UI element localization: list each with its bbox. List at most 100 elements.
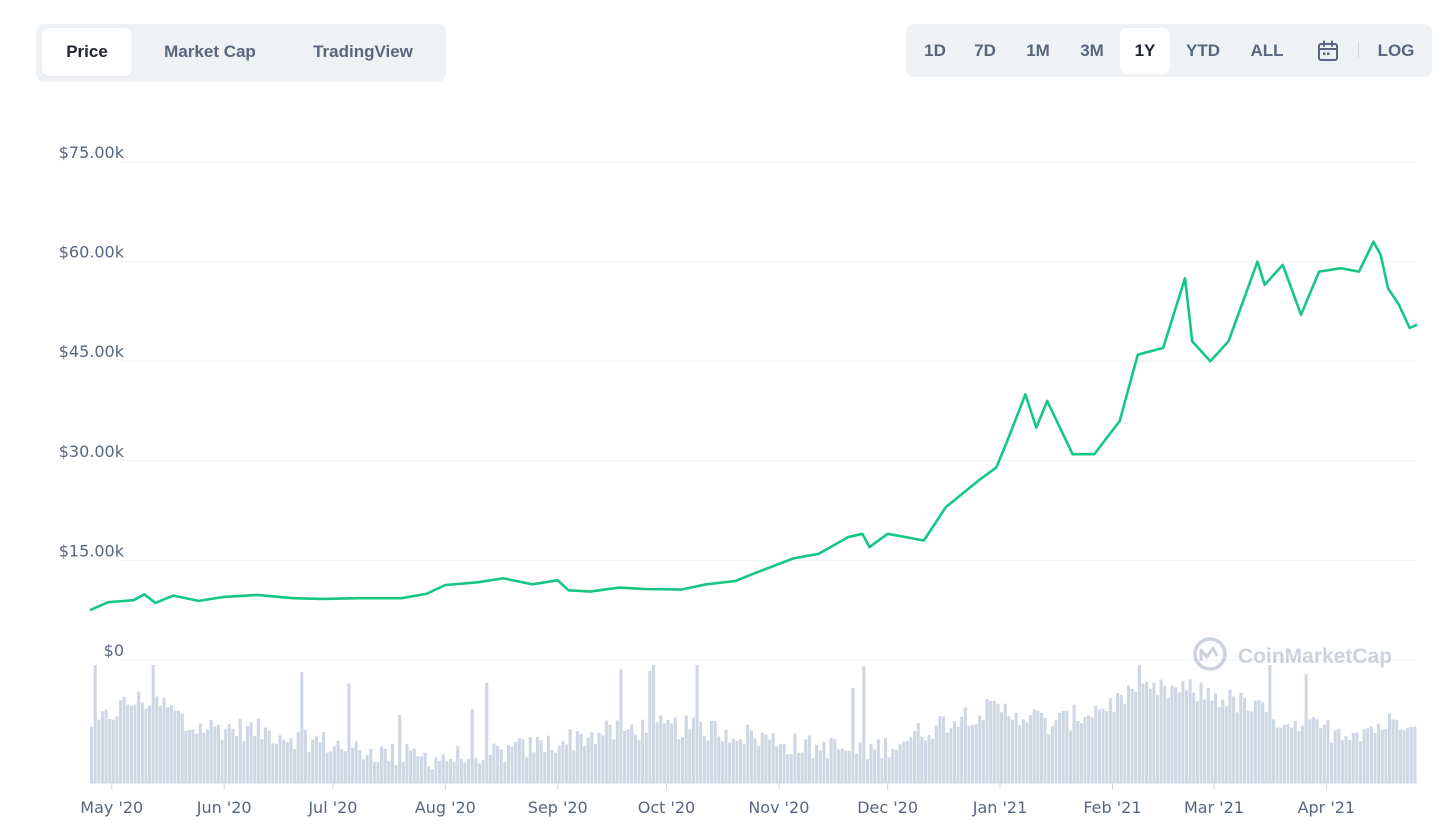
divider xyxy=(1358,42,1359,58)
volume-bar xyxy=(267,730,271,783)
calendar-icon[interactable] xyxy=(1316,39,1340,63)
range-3m-button[interactable]: 3M xyxy=(1080,41,1104,60)
volume-bar xyxy=(514,742,518,783)
volume-bar xyxy=(746,724,750,783)
volume-bar xyxy=(1242,698,1247,783)
volume-bar xyxy=(412,748,416,783)
volume-bar xyxy=(1181,680,1185,783)
volume-bar xyxy=(974,724,978,783)
range-1m-button[interactable]: 1M xyxy=(1026,41,1050,60)
volume-bar xyxy=(1177,692,1181,783)
range-all-button[interactable]: ALL xyxy=(1250,41,1284,60)
volume-bar xyxy=(724,729,728,783)
volume-bar xyxy=(989,700,993,783)
volume-bar xyxy=(488,754,492,783)
volume-bar xyxy=(880,757,884,783)
volume-bar xyxy=(191,729,195,783)
volume-bar xyxy=(728,742,732,783)
volume-bar xyxy=(238,718,242,783)
volume-bar xyxy=(1286,724,1290,783)
y-tick-label: $60.00k xyxy=(59,243,125,262)
volume-bar xyxy=(862,666,866,783)
volume-bar xyxy=(865,759,869,783)
volume-bar xyxy=(481,760,485,783)
volume-bar xyxy=(1351,732,1355,783)
volume-bar xyxy=(597,732,601,783)
volume-bar xyxy=(126,704,130,783)
x-tick-label: Jun '20 xyxy=(196,798,252,817)
tab-tradingview[interactable]: TradingView xyxy=(313,42,413,61)
range-7d-button[interactable]: 7D xyxy=(974,41,996,60)
volume-bar xyxy=(1395,719,1399,783)
tab-market-cap[interactable]: Market Cap xyxy=(164,42,256,61)
volume-bar xyxy=(1101,708,1105,783)
volume-bar xyxy=(1050,726,1054,783)
volume-bar xyxy=(1108,698,1112,783)
volume-bar xyxy=(829,738,833,783)
range-ytd-button[interactable]: YTD xyxy=(1186,41,1220,60)
volume-bar xyxy=(815,744,819,783)
x-tick-label: Sep '20 xyxy=(528,798,588,817)
volume-bar xyxy=(1326,719,1330,783)
volume-bar xyxy=(891,748,895,783)
volume-bar xyxy=(909,737,913,783)
volume-bar xyxy=(913,731,917,783)
volume-bar xyxy=(416,756,420,783)
volume-bar xyxy=(1293,720,1297,783)
volume-bar xyxy=(1387,713,1392,783)
volume-bar xyxy=(677,739,681,783)
volume-bar xyxy=(793,733,797,783)
y-axis-labels: $75.00k $60.00k $45.00k $30.00k $15.00k $0 xyxy=(59,143,125,660)
volume-bar xyxy=(659,715,663,783)
volume-bar xyxy=(782,743,786,783)
volume-bar xyxy=(1105,711,1109,783)
x-tick-label: Dec '20 xyxy=(857,798,918,817)
volume-bar xyxy=(1319,728,1323,783)
volume-bar xyxy=(1311,717,1315,783)
volume-bar xyxy=(699,721,703,783)
volume-bar xyxy=(390,743,395,783)
volume-bar xyxy=(220,739,224,783)
volume-bar xyxy=(499,749,503,783)
volume-bar xyxy=(666,720,670,783)
volume-bar xyxy=(884,737,888,783)
volume-bar xyxy=(775,746,779,783)
volume-bar xyxy=(971,725,975,783)
x-axis-labels: May '20 Jun '20 Jul '20 Aug '20 Sep '20 Oct '… xyxy=(80,782,1417,817)
volume-bar xyxy=(786,754,790,783)
tab-price[interactable]: Price xyxy=(42,28,132,76)
y-tick-label: $75.00k xyxy=(59,143,125,162)
volume-bar xyxy=(1384,729,1388,783)
range-1y-button[interactable]: 1Y xyxy=(1120,28,1170,74)
volume-bar xyxy=(463,762,467,783)
price-line xyxy=(89,240,1418,612)
volume-bar xyxy=(271,743,275,783)
volume-bar xyxy=(1268,665,1272,783)
x-tick-label: Jan '21 xyxy=(972,798,1028,817)
range-1d-button[interactable]: 1D xyxy=(924,41,946,60)
volume-bar xyxy=(1054,720,1058,783)
log-scale-toggle[interactable]: LOG xyxy=(1377,41,1415,60)
volume-bar xyxy=(1261,702,1265,783)
volume-bar xyxy=(543,752,547,783)
volume-bar xyxy=(1000,712,1004,783)
volume-bar xyxy=(93,665,97,783)
volume-bar xyxy=(1174,687,1178,783)
volume-bar xyxy=(1065,710,1069,783)
volume-bar xyxy=(470,708,474,783)
volume-bar xyxy=(521,739,525,783)
volume-bar xyxy=(1304,674,1308,783)
volume-bar xyxy=(818,750,822,783)
volume-bar xyxy=(434,757,438,783)
volume-bar xyxy=(923,740,927,783)
volume-bar xyxy=(162,698,166,783)
volume-bar xyxy=(626,729,630,783)
volume-bar xyxy=(1119,694,1123,783)
volume-bar xyxy=(633,734,637,783)
volume-bar xyxy=(717,736,721,783)
volume-bar xyxy=(1043,717,1047,783)
volume-bar xyxy=(376,762,380,783)
volume-bar xyxy=(1097,709,1102,783)
volume-bar xyxy=(206,729,210,783)
volume-bar xyxy=(956,726,960,783)
